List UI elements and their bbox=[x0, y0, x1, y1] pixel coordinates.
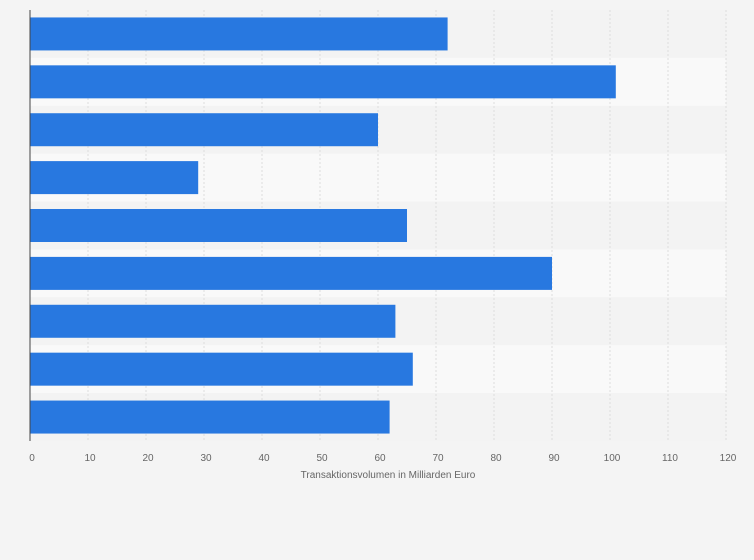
x-tick-label: 40 bbox=[258, 453, 270, 464]
x-axis-title: Transaktionsvolumen in Milliarden Euro bbox=[301, 470, 476, 481]
x-tick-label: 50 bbox=[316, 453, 328, 464]
x-tick-label: 70 bbox=[432, 453, 444, 464]
x-tick-label: 100 bbox=[604, 453, 621, 464]
bar bbox=[30, 161, 199, 195]
bars bbox=[30, 17, 616, 434]
x-axis-tick-labels: 0 10 20 30 40 50 60 70 80 90 100 110 120 bbox=[29, 453, 737, 464]
bar bbox=[30, 65, 616, 99]
bar bbox=[30, 352, 413, 386]
x-tick-label: 10 bbox=[84, 453, 96, 464]
x-tick-label: 30 bbox=[200, 453, 212, 464]
bar bbox=[30, 400, 390, 434]
bar bbox=[30, 256, 552, 290]
x-tick-label: 110 bbox=[662, 453, 678, 464]
bar bbox=[30, 17, 448, 51]
x-tick-label: 90 bbox=[548, 453, 560, 464]
x-tick-label: 80 bbox=[490, 453, 502, 464]
x-tick-label: 120 bbox=[720, 453, 737, 464]
bar bbox=[30, 304, 396, 338]
x-tick-label: 20 bbox=[142, 453, 154, 464]
bar bbox=[30, 209, 407, 242]
x-tick-label: 0 bbox=[29, 453, 35, 464]
x-tick-label: 60 bbox=[374, 453, 386, 464]
bar bbox=[30, 113, 378, 147]
